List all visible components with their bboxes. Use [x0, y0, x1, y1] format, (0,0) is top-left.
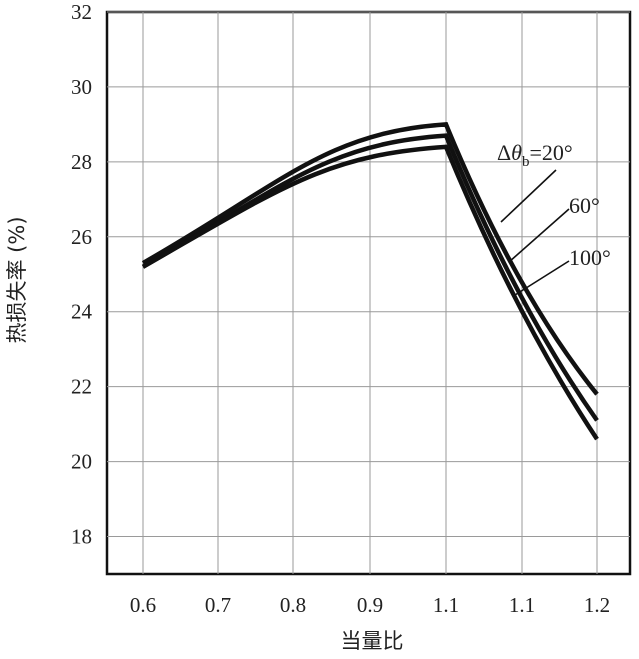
y-tick-label: 24: [71, 300, 93, 324]
y-tick-label: 28: [71, 150, 92, 174]
x-tick-label: 0.7: [205, 593, 231, 617]
series-label-20: Δθb=20°: [497, 140, 573, 170]
plot-frame: [105, 10, 632, 576]
series-label-60: 60°: [569, 193, 600, 218]
x-tick-label: 1.1: [509, 593, 535, 617]
x-tick-label: 1.2: [584, 593, 610, 617]
x-axis-title: 当量比: [341, 629, 404, 653]
x-tick-label: 0.6: [130, 593, 156, 617]
y-tick-label: 18: [71, 525, 92, 549]
tick-labels: 0.6 0.7 0.8 0.9 1.1 1.1 1.2 18 20 22 24 26 28 30 32: [71, 0, 610, 617]
x-tick-label: 1.1: [433, 593, 459, 617]
y-tick-label: 32: [71, 0, 92, 24]
series-group: [141, 122, 599, 441]
y-tick-label: 22: [71, 375, 92, 399]
grid: [107, 11, 630, 574]
y-axis-title: 热损失率 (%): [5, 216, 29, 343]
y-tick-label: 30: [71, 75, 92, 99]
annotation-leaders: [500, 169, 570, 296]
x-tick-label: 0.8: [280, 593, 306, 617]
annotation-leader-1: [500, 169, 557, 223]
annotation-leader-3: [514, 260, 570, 296]
series-label-100: 100°: [569, 245, 611, 270]
series-line-3: [141, 144, 599, 441]
y-tick-label: 20: [71, 450, 92, 474]
y-tick-label: 26: [71, 225, 92, 249]
annotation-leader-2: [508, 208, 570, 263]
series-line-1: [141, 122, 599, 396]
x-tick-label: 0.9: [357, 593, 383, 617]
